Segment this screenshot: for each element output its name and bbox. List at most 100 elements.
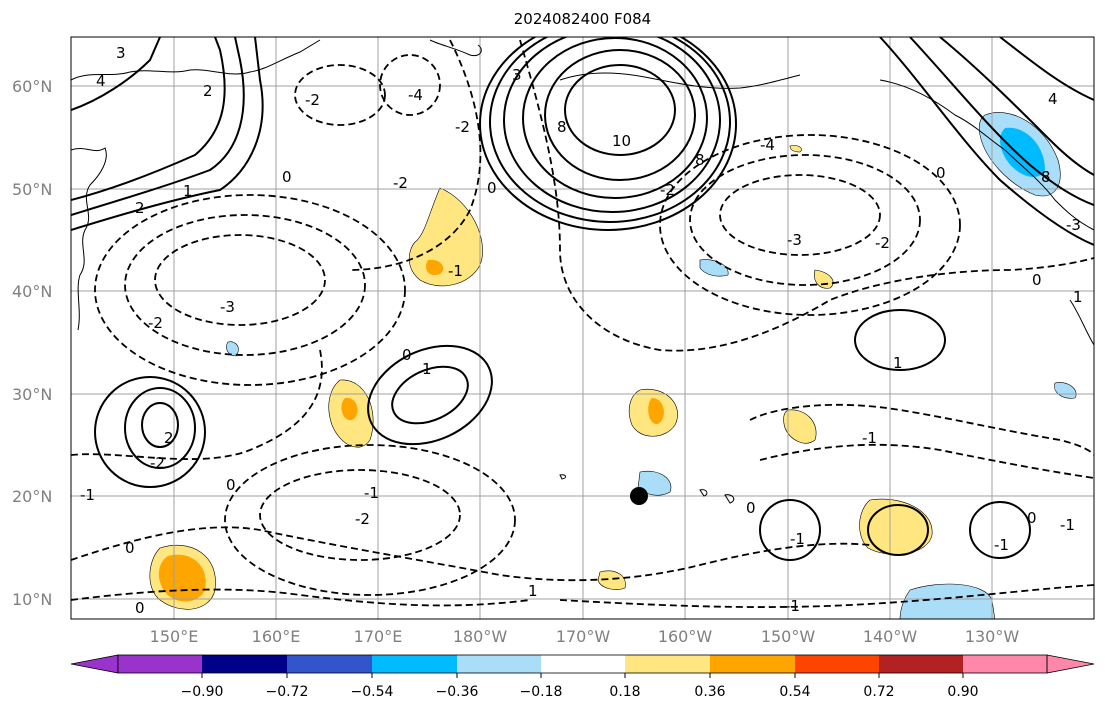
contour-label: -1	[790, 530, 805, 548]
coastline	[699, 489, 708, 497]
contour-line	[759, 443, 1094, 479]
coastline	[559, 474, 567, 480]
contour-line	[224, 444, 516, 596]
coastline	[724, 494, 735, 504]
contour-line	[519, 39, 1094, 352]
anomaly-fill	[899, 583, 996, 619]
contour-label: 0	[936, 164, 946, 182]
contour-label: -4	[760, 136, 775, 154]
contour-line	[854, 309, 946, 371]
map-frame	[70, 36, 1095, 620]
contour-line	[124, 387, 196, 469]
contour-label: -1	[862, 429, 877, 447]
contour-line	[479, 37, 737, 231]
colorbar-swatch	[457, 655, 541, 673]
anomaly-fill	[648, 398, 664, 425]
lon-label: 180°W	[453, 627, 508, 646]
contour-label: 1	[893, 354, 903, 372]
contour-line	[544, 49, 696, 181]
contour-label: 0	[1032, 271, 1042, 289]
colorbar-tick-label: 0.72	[863, 684, 894, 700]
contour-label: 0	[282, 168, 292, 186]
lat-label: 50°N	[12, 180, 52, 199]
colorbar-swatch	[372, 655, 457, 673]
storm-center-marker	[630, 487, 648, 505]
shaded-anomalies	[149, 112, 1077, 619]
colorbar-tick-label: −0.72	[266, 684, 309, 700]
contour-line	[71, 37, 245, 216]
contour-label: 0	[402, 346, 412, 364]
lon-label: 150°W	[761, 627, 816, 646]
colorbar-min-extend	[70, 654, 119, 674]
colorbar-tick-label: 0.54	[779, 684, 810, 700]
contour-label: -2	[148, 314, 163, 332]
contour-line	[71, 588, 531, 607]
lon-label: 170°W	[556, 627, 611, 646]
contour-label: 1	[1073, 288, 1083, 306]
contour-label: -2	[393, 174, 408, 192]
colorbar-tick-label: −0.54	[351, 684, 394, 700]
colorbar-swatch	[118, 655, 202, 673]
contour-label: 0	[125, 539, 135, 557]
contour-line	[659, 134, 961, 316]
contour-line	[94, 376, 206, 488]
contour-line	[489, 37, 731, 223]
contour-label: -3	[787, 231, 802, 249]
contour-line	[522, 37, 708, 199]
lat-label: 40°N	[12, 282, 52, 301]
contour-line	[391, 365, 469, 425]
contour-label: -1	[1060, 516, 1075, 534]
contour-label: -3	[1066, 216, 1081, 234]
colorbar-tick-label: 0.18	[609, 684, 640, 700]
contour-line	[879, 37, 1094, 246]
colorbar-swatch	[963, 655, 1047, 673]
map-title: 2024082400 F084	[513, 10, 652, 28]
contour-line	[124, 214, 366, 356]
colorbar-tick-label: 0.90	[947, 684, 978, 700]
contour-line	[969, 501, 1031, 559]
anomaly-fill	[814, 269, 834, 289]
anomaly-fill	[789, 145, 802, 153]
colorbar-max-extend	[1046, 654, 1095, 674]
contour-label: -2	[355, 510, 370, 528]
contour-line	[71, 37, 226, 201]
contour-label: 4	[1048, 90, 1058, 108]
contour-line	[379, 54, 441, 116]
coastline	[879, 79, 1094, 231]
contour-label: 2	[135, 199, 145, 217]
anomaly-fill	[425, 259, 444, 276]
colorbar: −0.90 −0.72 −0.54 −0.36 −0.18 0.18 0.36 …	[70, 654, 1095, 700]
contour-line	[259, 469, 461, 561]
colorbar-tick-label: −0.90	[181, 684, 224, 700]
contour-line	[349, 39, 482, 271]
contour-label: 8	[557, 118, 567, 136]
colorbar-swatch	[541, 655, 625, 673]
contour-line	[367, 344, 493, 446]
lat-label: 10°N	[12, 590, 52, 609]
contour-line	[94, 194, 406, 386]
colorbar-tick-label: −0.18	[520, 684, 563, 700]
colorbar-swatch	[287, 655, 372, 673]
contour-label: 2	[164, 429, 174, 447]
contour-line	[503, 37, 721, 213]
latitude-axis: 60°N 50°N 40°N 30°N 20°N 10°N	[12, 77, 52, 609]
contour-line	[719, 174, 881, 256]
contour-line	[141, 402, 179, 448]
colorbar-ticks	[201, 673, 964, 678]
anomaly-fill	[597, 570, 626, 590]
contour-line	[749, 403, 1094, 456]
contour-label: 2	[203, 82, 213, 100]
contour-label: 1	[422, 360, 432, 378]
contour-line	[759, 499, 821, 561]
negative-contours	[71, 39, 1094, 608]
contour-label: -2	[660, 181, 675, 199]
colorbar-swatch	[625, 655, 710, 673]
contour-label: 3	[512, 66, 522, 84]
colorbar-swatch	[795, 655, 879, 673]
contour-line	[294, 64, 386, 126]
contour-line	[999, 37, 1094, 101]
contour-label: 0	[746, 499, 756, 517]
coastline	[71, 147, 107, 331]
contour-label: 3	[116, 44, 126, 62]
